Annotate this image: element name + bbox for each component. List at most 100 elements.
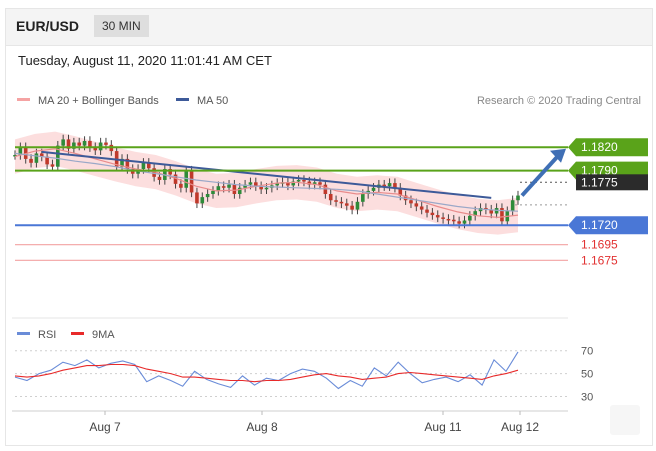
candle-body <box>473 211 477 216</box>
level-label: 1.1790 <box>581 164 618 178</box>
candle-body <box>248 182 253 185</box>
candle-body <box>398 187 403 196</box>
projection-arrow-shaft <box>520 152 562 197</box>
timeframe-button[interactable]: 30 MIN <box>94 15 149 37</box>
rsi-legend-swatch <box>17 332 30 335</box>
candle-body <box>184 170 189 188</box>
candle-body <box>291 181 296 186</box>
candle-body <box>441 217 445 219</box>
level-tag <box>568 138 648 157</box>
candle-body <box>88 140 92 148</box>
candle-body <box>430 212 435 216</box>
level-label: 1.1820 <box>581 140 618 154</box>
level-label: 1.1720 <box>581 218 618 232</box>
ma20-line <box>14 148 519 219</box>
candle-body <box>355 201 360 210</box>
candle-body <box>253 182 258 187</box>
trendline <box>41 150 492 199</box>
candle-body <box>34 153 39 163</box>
candle-body <box>82 140 87 146</box>
datetime-label: Tuesday, August 11, 2020 11:01:41 AM CET <box>18 53 272 68</box>
symbol-label: EUR/USD <box>16 18 80 34</box>
candle-body <box>221 186 226 188</box>
ma50-line <box>14 152 519 212</box>
candle-body <box>484 208 488 210</box>
ma20-legend-swatch <box>17 98 30 101</box>
candle-body <box>168 169 172 175</box>
rsi-plot: 70 50 30 <box>14 346 593 404</box>
rsi-ma-legend-swatch <box>71 332 84 335</box>
candle-body <box>189 170 194 193</box>
candle-body <box>414 203 419 207</box>
candle-body <box>387 183 392 187</box>
candle-body <box>489 209 494 214</box>
price-plot <box>13 131 520 235</box>
x-tick-label: Aug 11 <box>424 420 461 434</box>
candle-body <box>13 155 17 157</box>
candle-body <box>173 174 178 184</box>
ma50-legend-label: MA 50 <box>197 95 228 107</box>
candle-body <box>382 184 387 187</box>
level-label: 1.1695 <box>581 238 618 252</box>
projection-arrow-head <box>550 148 566 163</box>
candle-body <box>66 139 71 149</box>
candle-body <box>50 164 55 167</box>
candle-body <box>232 184 237 194</box>
candle-body <box>344 203 349 206</box>
x-tick-label: Aug 7 <box>89 420 121 434</box>
watermark-logo <box>610 405 640 435</box>
candle-body <box>259 186 263 190</box>
chart-header: EUR/USD 30 MIN <box>6 9 652 46</box>
candle-body <box>237 187 242 194</box>
level-label: 1.1675 <box>581 253 618 267</box>
x-axis: Aug 7 Aug 8 Aug 11 Aug 12 <box>89 411 539 434</box>
candle-body <box>296 179 301 182</box>
candle-body <box>195 192 199 204</box>
candle-body <box>39 153 44 157</box>
candle-body <box>500 208 504 222</box>
candle-body <box>451 219 456 222</box>
current-price-label: 1.1775 <box>581 175 618 189</box>
candle-body <box>61 139 65 146</box>
candle-body <box>179 183 183 188</box>
candle-body <box>339 201 344 204</box>
candle-body <box>457 221 461 224</box>
candle-body <box>350 205 354 210</box>
candle-body <box>152 168 156 177</box>
candle-body <box>328 194 333 201</box>
candle-body <box>361 194 365 202</box>
rsi-ma-line <box>14 363 519 383</box>
candle-body <box>318 182 322 185</box>
candle-body <box>200 197 205 204</box>
candle-body <box>468 215 472 221</box>
candle-body <box>157 176 162 180</box>
candle-body <box>264 187 269 190</box>
candle-body <box>72 142 76 149</box>
candle-body <box>312 182 317 185</box>
candle-body <box>211 190 215 194</box>
candle-body <box>516 195 520 201</box>
candle-body <box>275 183 280 186</box>
rsi-tick-label: 30 <box>581 392 593 404</box>
level-tag <box>568 216 648 235</box>
candle-body <box>146 162 151 169</box>
x-tick-label: Aug 8 <box>246 420 278 434</box>
candle-body <box>419 206 424 210</box>
candle-body <box>18 147 23 155</box>
rsi-tick-label: 50 <box>581 369 593 381</box>
candle-body <box>205 194 210 198</box>
ma20-legend-label: MA 20 + Bollinger Bands <box>38 95 159 107</box>
candle-body <box>29 158 33 163</box>
candle-body <box>216 186 221 191</box>
candle-body <box>393 183 397 188</box>
rsi-legend-label: RSI <box>38 329 56 341</box>
candle-body <box>93 147 98 151</box>
rsi-ma-legend-label: 9MA <box>92 329 115 341</box>
candle-body <box>409 200 413 204</box>
candle-body <box>286 182 290 186</box>
candle-body <box>371 187 376 191</box>
candle-body <box>334 200 338 202</box>
candle-body <box>227 184 231 188</box>
